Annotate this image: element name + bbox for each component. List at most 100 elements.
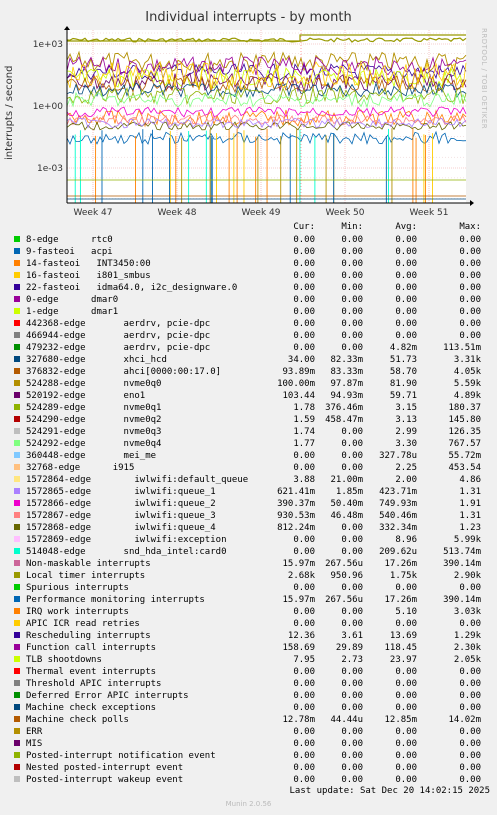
legend-value: 13.69	[389, 631, 417, 641]
legend-value: 17.26m	[384, 595, 417, 605]
legend-value: 1.78	[293, 403, 315, 413]
legend-value: 23.97	[389, 655, 417, 665]
legend-swatch	[14, 668, 20, 674]
legend-value: 34.00	[287, 355, 315, 365]
legend-value: 0.00	[293, 583, 315, 593]
legend-value: 2.73	[341, 655, 363, 665]
legend-value: 0.00	[341, 583, 363, 593]
legend-value: 5.10	[395, 607, 417, 617]
legend-value: 50.40m	[330, 499, 363, 509]
legend-value: 376.46m	[325, 403, 363, 413]
legend-value: 82.33m	[330, 355, 363, 365]
legend-value: 4.86	[459, 475, 481, 485]
legend-value: 21.00m	[330, 475, 363, 485]
legend-value: 749.93m	[379, 499, 417, 509]
legend-value: 0.00	[459, 703, 481, 713]
legend-column-header: Cur:	[293, 222, 315, 232]
legend-label: Threshold APIC interrupts	[26, 679, 162, 689]
legend-value: 0.00	[341, 775, 363, 785]
legend-value: 0.00	[395, 727, 417, 737]
legend-value: 113.51m	[443, 343, 481, 353]
x-tick-label: Week 48	[158, 208, 197, 218]
legend-value: 0.00	[341, 439, 363, 449]
legend-row: Local timer interrupts 2.68k 950.96 1.75k 2.…	[0, 570, 497, 582]
legend-swatch	[14, 560, 20, 566]
legend-column-header: Max:	[459, 222, 481, 232]
legend-row: 524292-edge nvme0q4 1.77 0.00 3.30 767.57	[0, 438, 497, 450]
legend-value: 8.96	[395, 535, 417, 545]
legend-swatch	[14, 476, 20, 482]
legend-value: 0.00	[293, 703, 315, 713]
legend-row: Rescheduling interrupts 12.36 3.61 13.69 1.2…	[0, 630, 497, 642]
series-line	[66, 37, 467, 43]
legend-label: 1-edge dmar1	[26, 307, 119, 317]
legend-value: 59.71	[389, 391, 417, 401]
legend-value: 103.44	[282, 391, 315, 401]
legend-row: 327680-edge xhci_hcd 34.00 82.33m 51.73 3.31…	[0, 354, 497, 366]
legend-value: 0.00	[459, 259, 481, 269]
series-line	[66, 50, 467, 74]
legend-row: Performance monitoring interrupts 15.97m 2…	[0, 594, 497, 606]
y-axis-arrow	[64, 26, 70, 30]
legend-value: 145.80	[448, 415, 481, 425]
legend-label: 9-fasteoi acpi	[26, 247, 113, 257]
legend-value: 513.74m	[443, 547, 481, 557]
legend-swatch	[14, 320, 20, 326]
legend-row: 16-fasteoi i801_smbus 0.00 0.00 0.00 0.00	[0, 270, 497, 282]
legend-swatch	[14, 512, 20, 518]
legend-swatch	[14, 392, 20, 398]
legend-value: 0.00	[459, 679, 481, 689]
legend-swatch	[14, 236, 20, 242]
legend-value: 0.00	[341, 235, 363, 245]
legend-row: Nested posted-interrupt event 0.00 0.00 0.0…	[0, 762, 497, 774]
series-line	[66, 91, 467, 109]
legend-label: APIC ICR read retries	[26, 619, 140, 629]
legend-value: 81.90	[389, 379, 417, 389]
legend-value: 327.78u	[379, 451, 417, 461]
legend-value: 1.59	[293, 415, 315, 425]
legend-value: 0.00	[341, 259, 363, 269]
series-line	[66, 121, 467, 131]
legend-label: Nested posted-interrupt event	[26, 763, 184, 773]
legend-swatch	[14, 584, 20, 590]
legend-value: 0.00	[341, 283, 363, 293]
legend-value: 2.05k	[453, 655, 481, 665]
legend-value: 621.41m	[277, 487, 315, 497]
legend-row: Non-maskable interrupts 15.97m 267.56u 17.2…	[0, 558, 497, 570]
legend-row: Posted-interrupt notification event 0.00 0…	[0, 750, 497, 762]
legend-swatch	[14, 656, 20, 662]
legend-value: 0.00	[459, 295, 481, 305]
legend-value: 390.14m	[443, 595, 481, 605]
legend-row: 524291-edge nvme0q3 1.74 0.00 2.99 126.35	[0, 426, 497, 438]
legend-value: 0.00	[459, 775, 481, 785]
legend-value: 0.00	[459, 283, 481, 293]
legend-value: 0.00	[341, 295, 363, 305]
legend-value: 0.00	[395, 691, 417, 701]
legend-value: 14.02m	[448, 715, 481, 725]
legend-row: 8-edge rtc0 0.00 0.00 0.00 0.00	[0, 234, 497, 246]
legend-value: 100.00m	[277, 379, 315, 389]
legend-value: 0.00	[341, 451, 363, 461]
legend-value: 3.03k	[453, 607, 481, 617]
legend-value: 97.87m	[330, 379, 363, 389]
legend-value: 12.85m	[384, 715, 417, 725]
legend-value: 0.00	[395, 259, 417, 269]
legend-row: 514048-edge snd_hda_intel:card0 0.00 0.00 2…	[0, 546, 497, 558]
legend-value: 2.68k	[287, 571, 315, 581]
series-line	[66, 106, 467, 118]
legend-value: 0.00	[293, 295, 315, 305]
rrdtool-credit: RRDTOOL / TOBI OETIKER	[480, 28, 488, 130]
legend-value: 0.00	[293, 451, 315, 461]
legend-value: 0.00	[341, 679, 363, 689]
legend-value: 12.36	[287, 631, 315, 641]
legend-label: 22-fasteoi idma64.0, i2c_designware.0	[26, 283, 238, 293]
legend-value: 1.29k	[453, 631, 481, 641]
legend-value: 0.00	[395, 763, 417, 773]
legend-label: 524290-edge nvme0q2	[26, 415, 162, 425]
legend-label: 8-edge rtc0	[26, 235, 113, 245]
legend-row: Threshold APIC interrupts 0.00 0.00 0.00 0.0…	[0, 678, 497, 690]
legend-label: Local timer interrupts	[26, 571, 146, 581]
legend-value: 1.85m	[335, 487, 363, 497]
legend-value: 950.96	[330, 571, 363, 581]
legend-label: 1572869-edge iwlwifi:exception	[26, 535, 227, 545]
